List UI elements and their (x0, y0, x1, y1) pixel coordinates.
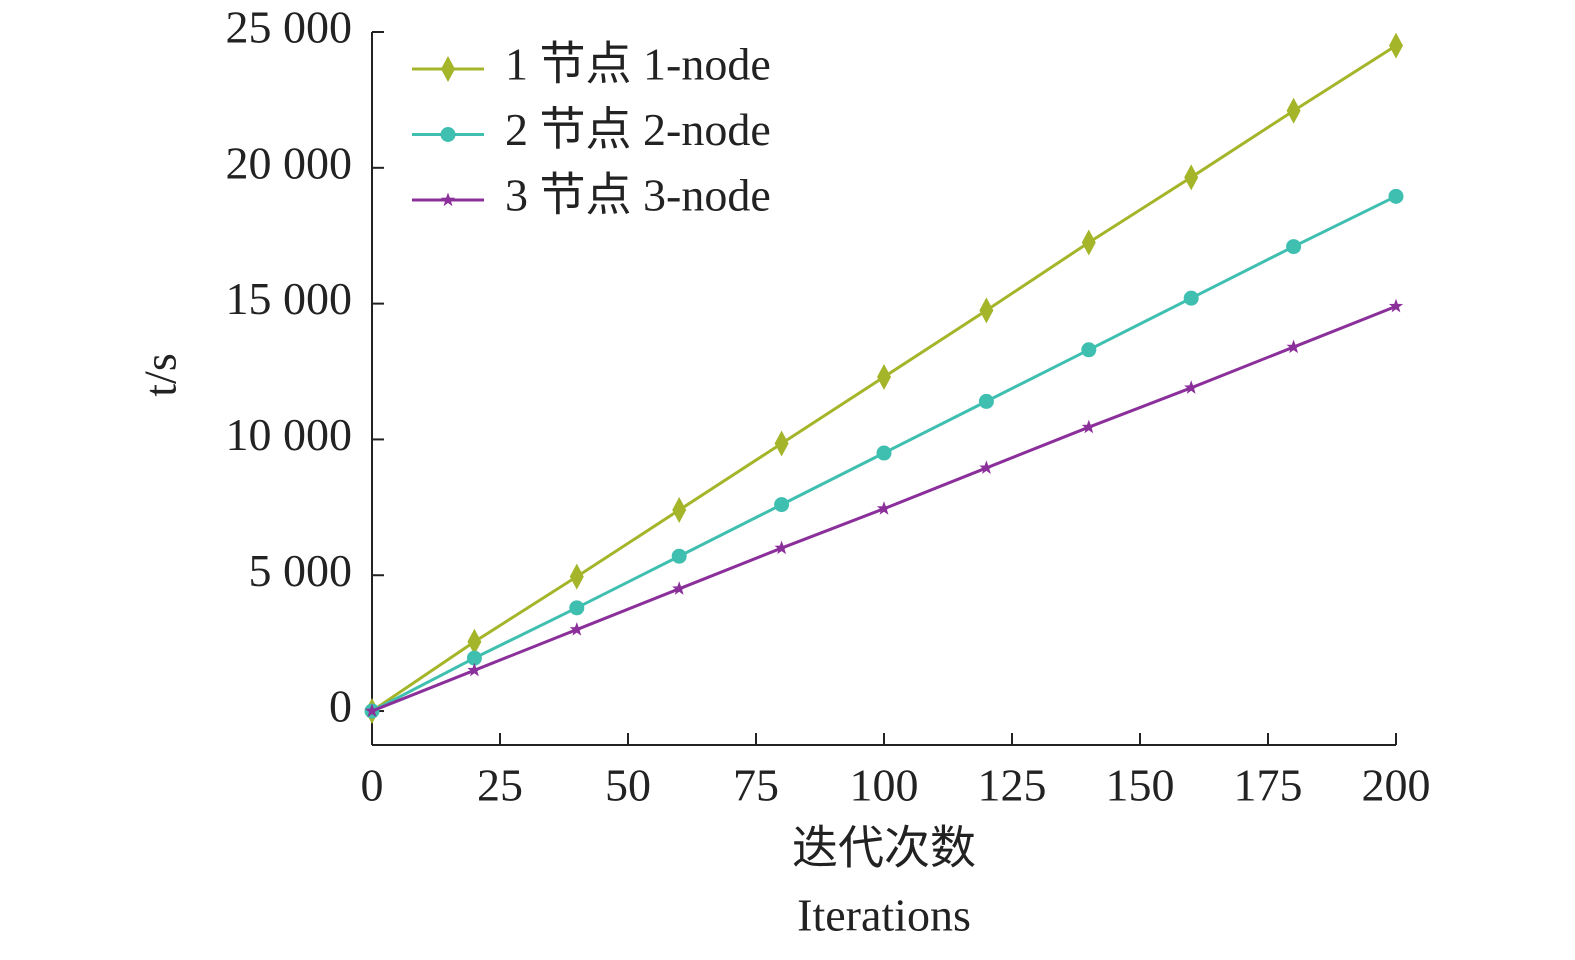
x-tick-label: 50 (605, 760, 651, 811)
marker (1389, 32, 1403, 59)
marker (1388, 188, 1404, 204)
legend-label: 3 节点 3-node (505, 170, 771, 221)
marker (1081, 229, 1096, 256)
x-axis-label: Iterations (797, 890, 971, 941)
marker (1183, 290, 1199, 306)
y-tick-label: 5 000 (249, 545, 353, 596)
marker (569, 563, 584, 590)
marker (467, 628, 482, 655)
marker (364, 703, 380, 718)
marker (569, 622, 584, 636)
y-tick-label: 0 (329, 681, 352, 732)
marker (671, 548, 687, 564)
x-tick-label: 150 (1106, 760, 1175, 811)
marker (1286, 339, 1301, 354)
marker (569, 600, 585, 616)
y-tick-label: 25 000 (226, 2, 353, 53)
marker (1184, 164, 1199, 191)
y-tick-label: 20 000 (226, 137, 353, 188)
x-tick-label: 75 (733, 760, 779, 811)
x-axis-label: 迭代次数 (792, 823, 976, 874)
marker (1388, 298, 1404, 313)
marker (876, 445, 892, 461)
marker (979, 297, 994, 324)
marker (774, 430, 789, 457)
marker (1184, 380, 1199, 394)
marker (774, 497, 790, 513)
marker (672, 581, 687, 595)
x-tick-label: 175 (1234, 760, 1303, 811)
x-tick-label: 25 (477, 760, 523, 811)
legend-marker (441, 56, 455, 82)
marker (467, 662, 482, 677)
marker (1081, 419, 1096, 434)
marker (876, 501, 892, 515)
x-tick-label: 0 (361, 760, 384, 811)
x-tick-label: 200 (1362, 760, 1431, 811)
marker (877, 363, 891, 390)
y-tick-label: 15 000 (226, 273, 353, 324)
x-tick-label: 100 (850, 760, 919, 811)
y-axis-label: t/s (135, 353, 186, 396)
marker (1081, 342, 1097, 358)
x-tick-label: 125 (978, 760, 1047, 811)
marker (978, 393, 994, 409)
marker (672, 497, 687, 524)
marker (979, 460, 994, 474)
marker (774, 540, 789, 555)
legend-marker (440, 127, 456, 142)
legend-marker (440, 192, 456, 207)
marker (466, 650, 482, 666)
marker (1286, 97, 1301, 124)
legend-label: 1 节点 1-node (505, 39, 771, 90)
legend-label: 2 节点 2-node (505, 104, 771, 155)
marker (1286, 239, 1302, 255)
y-tick-label: 10 000 (226, 409, 353, 460)
